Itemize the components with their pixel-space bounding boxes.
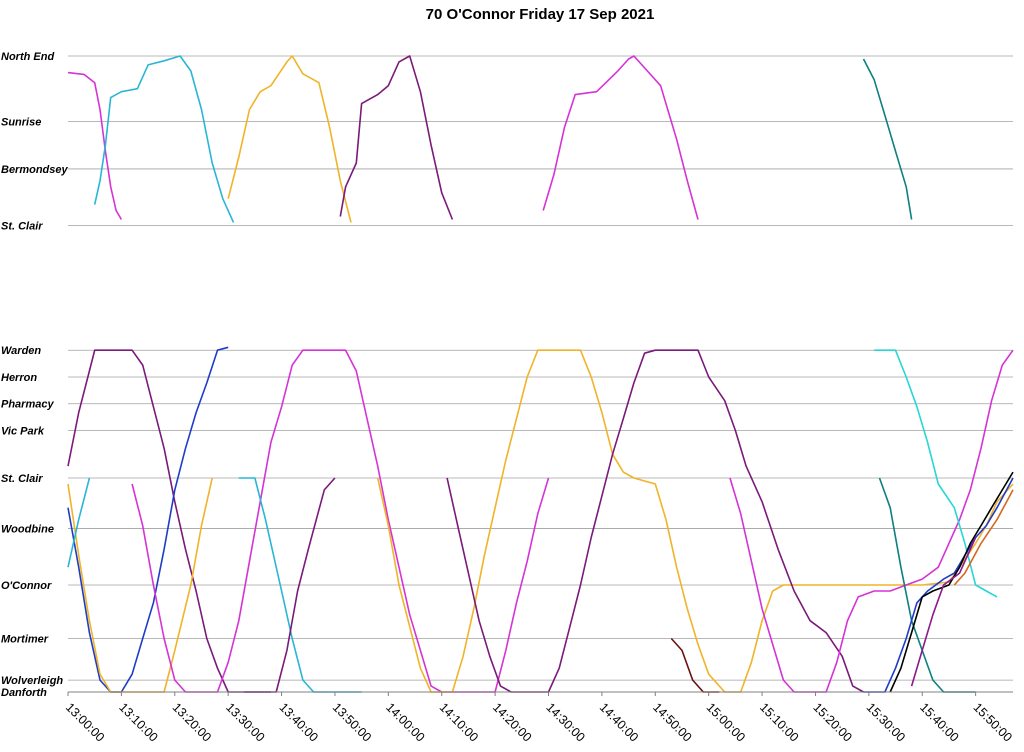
x-tick-label: 15:40:00 <box>917 700 961 744</box>
x-tick-label: 15:30:00 <box>864 700 908 744</box>
series-line-10 <box>67 477 91 568</box>
series-line-12 <box>238 477 362 693</box>
series-line-5 <box>542 55 699 220</box>
y-stop-label: Pharmacy <box>1 399 54 411</box>
series-line-15 <box>446 349 864 693</box>
y-stop-label: St. Clair <box>1 473 43 485</box>
y-stop-label: Vic Park <box>1 425 45 437</box>
series-line-22 <box>910 537 977 687</box>
series-line-8 <box>67 346 229 693</box>
stop-labels: North End Sunrise Bermondsey St. Clair Warde… <box>1 51 69 699</box>
series-line-18 <box>874 349 998 598</box>
x-tick-label: 15:00:00 <box>704 700 748 744</box>
x-tick-label: 14:50:00 <box>650 700 694 744</box>
y-stop-label: Bermondsey <box>1 164 69 176</box>
y-stop-label: Herron <box>1 372 37 384</box>
y-stop-label: Mortimer <box>1 634 49 646</box>
series-lines <box>67 55 1014 693</box>
y-stop-label: Warden <box>1 345 41 357</box>
y-stop-label: Wolverleigh <box>1 675 63 687</box>
series-line-20 <box>863 477 1014 693</box>
series-line-11 <box>131 349 550 693</box>
x-tick-label: 15:20:00 <box>810 700 854 744</box>
series-line-4 <box>339 55 454 220</box>
y-stop-label: Danforth <box>1 687 47 699</box>
x-tick-labels: 13:00:00 13:10:00 13:20:00 13:30:00 13:40:00… <box>63 692 1015 745</box>
x-tick-label: 14:10:00 <box>437 700 481 744</box>
chart-title: 70 O'Connor Friday 17 Sep 2021 <box>425 6 655 23</box>
x-tick-label: 14:00:00 <box>383 700 427 744</box>
x-tick-label: 14:40:00 <box>597 700 641 744</box>
series-line-14 <box>376 349 1014 693</box>
y-stop-label: Woodbine <box>1 524 54 536</box>
series-line-6 <box>862 58 913 220</box>
x-tick-label: 13:30:00 <box>223 700 267 744</box>
series-line-16 <box>670 637 720 693</box>
series-line-23 <box>953 489 1014 586</box>
x-tick-label: 13:50:00 <box>330 700 374 744</box>
x-tick-label: 13:00:00 <box>63 700 107 744</box>
x-tick-label: 13:40:00 <box>276 700 320 744</box>
y-stop-label: Sunrise <box>1 116 41 128</box>
series-line-19 <box>878 477 976 693</box>
y-stop-label: North End <box>1 51 54 63</box>
series-line-17 <box>729 349 1014 693</box>
series-line-3 <box>227 55 352 223</box>
series-line-1 <box>67 71 123 220</box>
x-tick-label: 13:20:00 <box>170 700 214 744</box>
x-tick-label: 13:10:00 <box>116 700 160 744</box>
x-tick-label: 14:20:00 <box>490 700 534 744</box>
x-tick-label: 15:10:00 <box>757 700 801 744</box>
y-stop-label: O'Connor <box>1 580 52 592</box>
y-stop-label: St. Clair <box>1 220 43 232</box>
x-tick-label: 15:50:00 <box>970 700 1014 744</box>
x-tick-label: 14:30:00 <box>543 700 587 744</box>
series-line-2 <box>93 55 235 223</box>
series-line-7 <box>67 349 271 693</box>
